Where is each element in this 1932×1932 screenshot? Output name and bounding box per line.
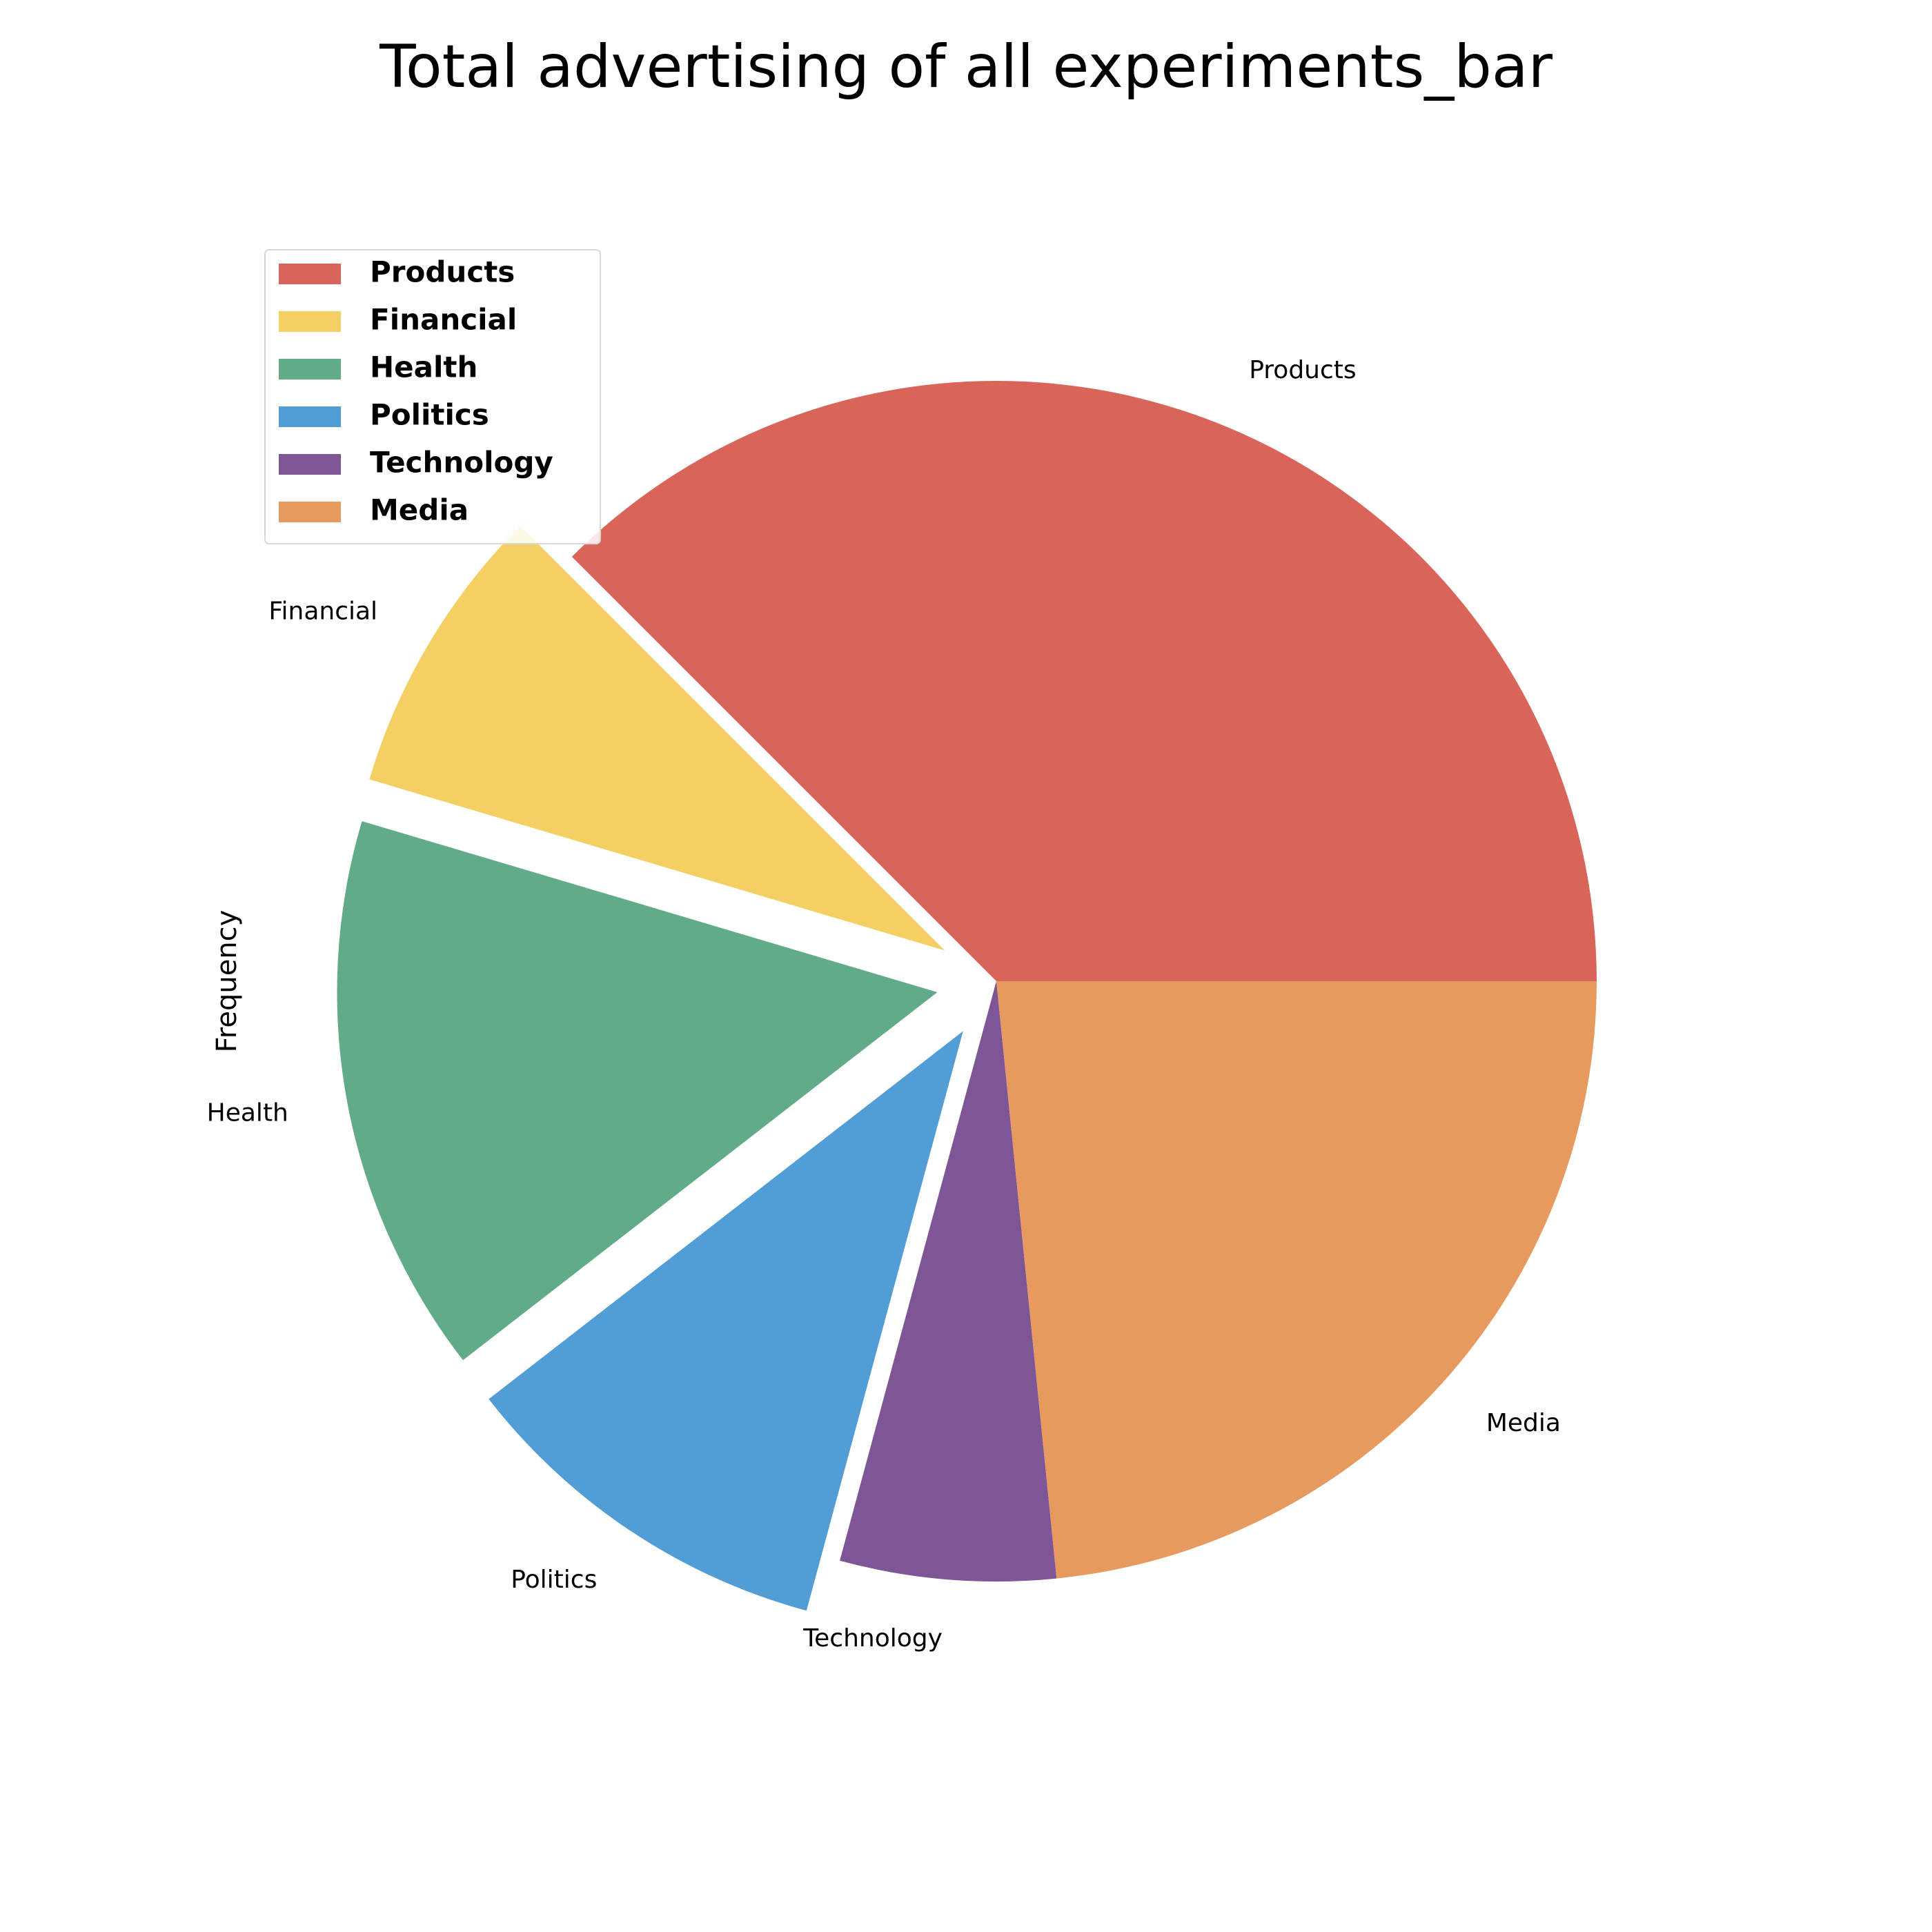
- legend-swatch-technology: [279, 454, 341, 475]
- legend-label-financial: Financial: [370, 303, 517, 337]
- pie-slice-financial: [369, 526, 945, 951]
- y-axis-label: Frequency: [211, 910, 243, 1053]
- legend-swatch-health: [279, 359, 341, 379]
- legend-label-health: Health: [370, 351, 477, 384]
- pie-slices: [337, 381, 1597, 1611]
- chart-title: Total advertising of all experiments_bar: [379, 32, 1552, 101]
- pie-slice-politics: [489, 1031, 963, 1611]
- pie-slice-products: [571, 381, 1597, 981]
- legend-swatch-products: [279, 264, 341, 284]
- legend-label-politics: Politics: [370, 398, 489, 432]
- legend-label-media: Media: [370, 493, 469, 527]
- legend-swatch-politics: [279, 406, 341, 427]
- legend-frame: [264, 249, 601, 544]
- legend-swatch-media: [279, 502, 341, 522]
- legend: Products Financial Health Politics Technolog…: [264, 249, 601, 544]
- slice-label-media: Media: [1486, 1409, 1561, 1437]
- slice-label-financial: Financial: [268, 598, 377, 626]
- pie-slice-media: [996, 981, 1597, 1579]
- pie-slice-health: [337, 821, 938, 1361]
- pie-slice-labels: Products Financial Health Politics Technolog…: [207, 356, 1561, 1653]
- pie-slice-technology: [840, 981, 1057, 1581]
- legend-entries: Products Financial Health Politics Technolog…: [279, 255, 553, 527]
- legend-swatch-financial: [279, 311, 341, 332]
- legend-label-technology: Technology: [370, 446, 553, 480]
- slice-label-technology: Technology: [802, 1624, 943, 1653]
- slice-label-politics: Politics: [511, 1566, 597, 1594]
- legend-label-products: Products: [370, 255, 515, 289]
- slice-label-health: Health: [207, 1098, 288, 1127]
- slice-label-products: Products: [1249, 356, 1356, 384]
